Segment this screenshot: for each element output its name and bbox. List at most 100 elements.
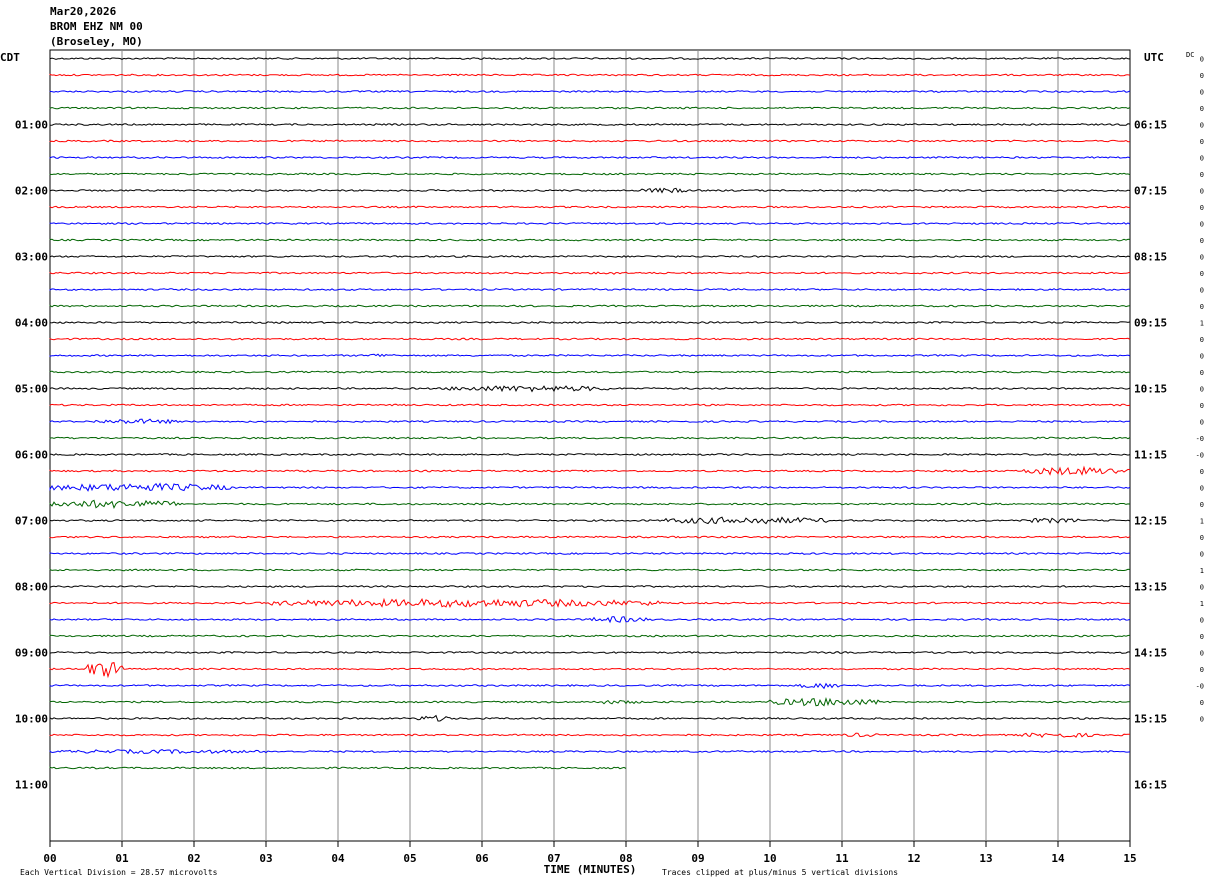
utc-hour-label: 06:15 [1134, 119, 1167, 132]
dc-offset-value: 0 [1200, 369, 1204, 377]
seismic-trace [49, 748, 1131, 755]
seismic-trace [49, 616, 1131, 624]
seismic-trace [49, 418, 1131, 425]
x-tick-label: 08 [619, 852, 632, 865]
cdt-hour-label: 02:00 [15, 185, 48, 198]
date-label: Mar20,2026 [50, 5, 117, 18]
utc-hour-label: 14:15 [1134, 647, 1167, 660]
seismic-trace [49, 585, 1131, 589]
seismic-trace [49, 304, 1131, 308]
seismic-trace [49, 535, 1131, 539]
dc-offset-value: 0 [1200, 89, 1204, 97]
seismic-trace [49, 714, 1131, 722]
seismic-trace [49, 766, 627, 770]
utc-hour-label: 11:15 [1134, 449, 1167, 462]
x-axis-label: TIME (MINUTES) [544, 863, 637, 876]
dc-offset-value: 0 [1200, 122, 1204, 130]
dc-offset-value: 1 [1200, 600, 1204, 608]
utc-hour-label: 07:15 [1134, 185, 1167, 198]
dc-offset-value: 0 [1200, 419, 1204, 427]
dc-offset-value: 0 [1200, 105, 1204, 113]
seismic-trace [49, 271, 1131, 275]
seismic-trace [49, 597, 1131, 609]
dc-offset-value: 0 [1200, 303, 1204, 311]
cdt-hour-label: 05:00 [15, 383, 48, 396]
seismic-trace [49, 651, 1131, 654]
seismic-trace [49, 205, 1130, 209]
x-tick-label: 12 [907, 852, 920, 865]
dc-offset-value: 0 [1200, 551, 1204, 559]
seismic-trace [49, 516, 1131, 525]
utc-label: UTC [1144, 51, 1164, 64]
dc-offset-value: 0 [1200, 485, 1204, 493]
dc-offset-value: 0 [1200, 155, 1204, 163]
dc-offset-value: 0 [1200, 617, 1204, 625]
x-tick-label: 06 [475, 852, 489, 865]
dc-offset-value: 0 [1200, 204, 1204, 212]
dc-offset-value: 0 [1200, 386, 1204, 394]
plot-frame [49, 49, 1131, 842]
seismic-trace [49, 465, 1131, 476]
seismic-trace [49, 238, 1131, 242]
dc-offset-value: 0 [1200, 534, 1204, 542]
cdt-hour-label: 04:00 [15, 317, 48, 330]
x-tick-label: 04 [331, 852, 345, 865]
dc-offset-value: 0 [1200, 666, 1204, 674]
seismic-trace [49, 482, 1131, 492]
x-tick-label: 11 [835, 852, 849, 865]
dc-offset-value: 0 [1200, 287, 1204, 295]
dc-offset-value: -0 [1196, 683, 1204, 691]
dc-offset-value: 1 [1200, 320, 1204, 328]
utc-hour-label: 16:15 [1134, 779, 1167, 792]
dc-offset-value: 0 [1200, 270, 1204, 278]
seismic-trace [49, 123, 1131, 126]
dc-offset-value: 0 [1200, 402, 1204, 410]
x-tick-label: 15 [1123, 852, 1136, 865]
dc-offset-value: 0 [1200, 56, 1204, 64]
cdt-hour-label: 11:00 [15, 779, 48, 792]
dc-offset-value: 0 [1200, 237, 1204, 245]
dc-offset-value: 0 [1200, 699, 1204, 707]
cdt-hour-label: 08:00 [15, 581, 48, 594]
cdt-hour-label: 07:00 [15, 515, 48, 528]
x-tick-label: 05 [403, 852, 416, 865]
seismic-trace [49, 634, 1131, 638]
x-tick-label: 00 [43, 852, 56, 865]
seismic-trace [49, 288, 1131, 291]
seismic-trace [49, 661, 1131, 679]
dc-offset-value: 1 [1200, 518, 1204, 526]
dc-offset-value: 0 [1200, 650, 1204, 658]
dc-label: DC [1186, 51, 1194, 59]
seismic-trace [49, 139, 1131, 143]
seismic-trace [49, 172, 1131, 176]
dc-offset-value: 0 [1200, 353, 1204, 361]
x-tick-label: 09 [691, 852, 704, 865]
x-tick-label: 01 [115, 852, 129, 865]
dc-offset-value: 0 [1200, 72, 1204, 80]
x-tick-label: 14 [1051, 852, 1065, 865]
dc-offset-value: 0 [1200, 501, 1204, 509]
seismic-trace [49, 682, 1131, 690]
utc-hour-label: 13:15 [1134, 581, 1167, 594]
dc-offset-value: 0 [1200, 468, 1204, 476]
seismic-trace [49, 353, 1131, 358]
dc-offset-value: 0 [1200, 336, 1204, 344]
seismic-trace [49, 337, 1131, 341]
dc-offset-value: -0 [1196, 452, 1204, 460]
seismic-trace [49, 436, 1131, 440]
seismic-trace [49, 222, 1131, 225]
dc-offset-value: -0 [1196, 435, 1204, 443]
seismic-trace [49, 403, 1131, 407]
station-label: BROM EHZ NM 00 [50, 20, 143, 33]
seismic-trace [49, 321, 1131, 324]
dc-offset-value: 0 [1200, 254, 1204, 262]
cdt-hour-label: 10:00 [15, 713, 48, 726]
dc-offset-value: 1 [1200, 567, 1204, 575]
cdt-label: CDT [0, 51, 20, 64]
seismic-trace [49, 187, 1131, 194]
seismic-trace [49, 453, 1131, 456]
utc-hour-label: 08:15 [1134, 251, 1167, 264]
cdt-hour-label: 06:00 [15, 449, 48, 462]
x-tick-label: 02 [187, 852, 200, 865]
